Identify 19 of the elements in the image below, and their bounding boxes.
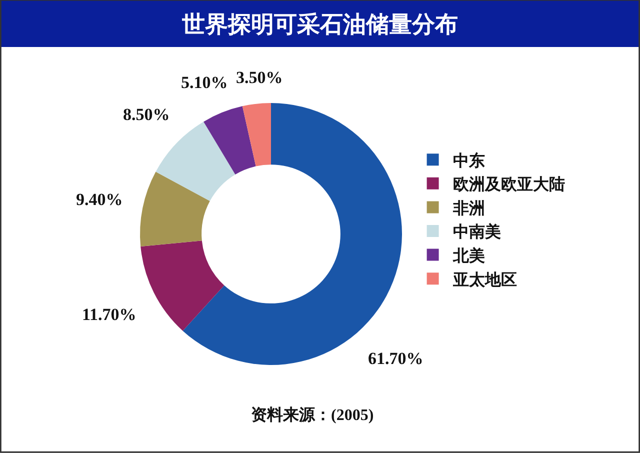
- data-label: 8.50%: [123, 105, 170, 124]
- data-label: 3.50%: [236, 68, 283, 87]
- data-label: 11.70%: [82, 305, 136, 324]
- data-label: 5.10%: [181, 73, 228, 92]
- chart-title: 世界探明可采石油储量分布: [181, 12, 458, 38]
- data-label: 9.40%: [76, 190, 123, 209]
- legend-label: 亚太地区: [452, 270, 517, 289]
- legend-label: 北美: [452, 246, 485, 266]
- data-label: 61.70%: [368, 349, 424, 368]
- donut-slice: [140, 172, 210, 247]
- text: 资料来源：(2005): [251, 406, 374, 424]
- donut-slice: [242, 103, 271, 166]
- legend-label: 非洲: [452, 199, 485, 218]
- legend-label: 中东: [452, 152, 485, 170]
- donut-slice: [156, 122, 236, 201]
- legend-label: 欧洲及欧亚大陆: [452, 176, 565, 194]
- donut-slice: [204, 106, 256, 174]
- legend-label: 中南美: [452, 222, 501, 242]
- donut-slice: [140, 240, 224, 331]
